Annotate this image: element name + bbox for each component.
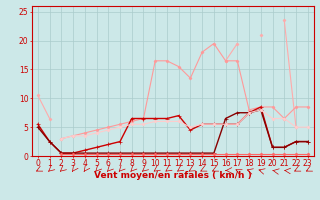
- X-axis label: Vent moyen/en rafales ( km/h ): Vent moyen/en rafales ( km/h ): [94, 171, 252, 180]
